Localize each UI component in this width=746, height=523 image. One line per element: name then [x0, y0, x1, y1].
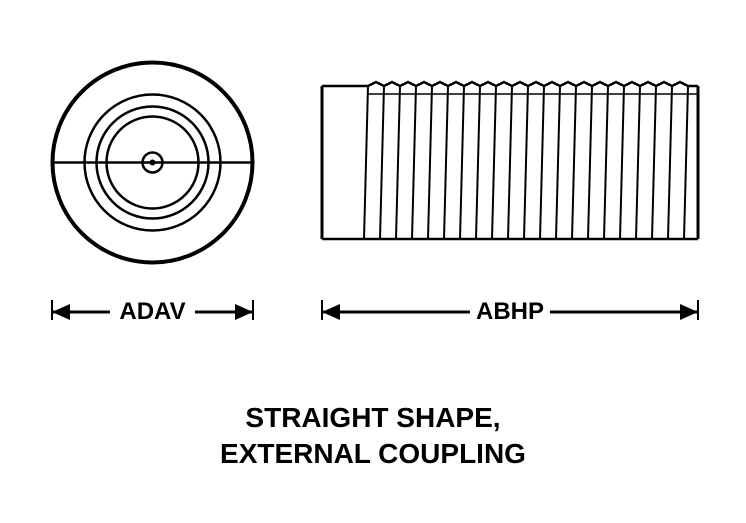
- diagram-container: ADAV ABHP STRAIGHT SHAPE, EXTERNAL COUPL…: [0, 0, 746, 523]
- dimension-adav-label: ADAV: [50, 298, 255, 326]
- caption-line-2: EXTERNAL COUPLING: [0, 436, 746, 472]
- dimension-abhp-label: ABHP: [320, 298, 700, 326]
- front-view-svg: [50, 60, 255, 265]
- front-view: [50, 60, 255, 265]
- caption: STRAIGHT SHAPE, EXTERNAL COUPLING: [0, 400, 746, 473]
- side-view: [320, 80, 700, 245]
- caption-line-1: STRAIGHT SHAPE,: [0, 400, 746, 436]
- side-view-svg: [320, 80, 700, 245]
